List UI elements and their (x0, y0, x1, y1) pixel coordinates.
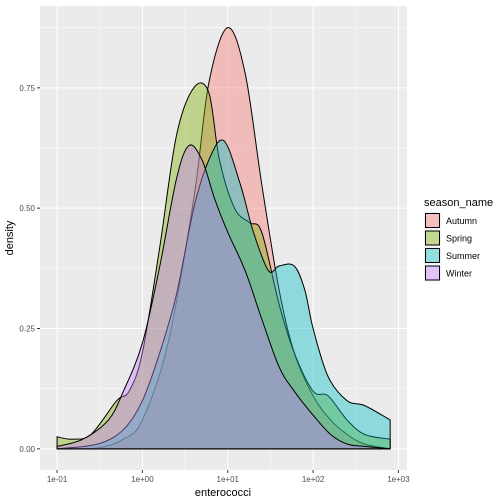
legend-key-spring (425, 230, 440, 246)
legend: season_name Autumn Spring Summer Winter (424, 197, 493, 282)
legend-key-winter (425, 265, 440, 281)
y-axis-title: density (4, 220, 16, 255)
legend-key-summer (425, 248, 440, 263)
legend-key-background (424, 212, 441, 229)
y-tick-label: 0.75 (19, 84, 35, 93)
legend-label-spring: Spring (446, 234, 472, 244)
y-tick-label: 0.25 (19, 324, 35, 333)
legend-key-background (424, 229, 441, 247)
y-axis-ticks: 0.00 0.25 0.50 0.75 (19, 84, 40, 454)
legend-title: season_name (424, 197, 493, 209)
x-tick-label: 1e-01 (47, 475, 68, 484)
density-area-spring (56, 82, 391, 450)
y-tick-label: 0.50 (19, 204, 35, 213)
legend-key-background (424, 247, 441, 264)
density-area-winter (56, 144, 391, 450)
x-tick-label: 1e+00 (131, 475, 154, 484)
x-tick-label: 1e+02 (302, 475, 325, 484)
plot-panel (40, 6, 407, 470)
legend-key-background (424, 264, 441, 282)
x-tick-label: 1e+03 (387, 475, 410, 484)
x-axis-ticks: 1e-01 1e+00 1e+01 1e+02 1e+03 (47, 470, 410, 484)
legend-label-summer: Summer (446, 251, 480, 261)
y-tick-label: 0.00 (19, 445, 35, 454)
density-areas (56, 27, 391, 450)
density-area-summer (57, 139, 391, 450)
legend-key-autumn (425, 213, 440, 228)
legend-label-autumn: Autumn (446, 216, 477, 226)
density-area-autumn (57, 27, 391, 450)
x-axis-title: enterococci (195, 487, 251, 499)
legend-label-winter: Winter (446, 269, 472, 279)
x-tick-label: 1e+01 (217, 475, 240, 484)
